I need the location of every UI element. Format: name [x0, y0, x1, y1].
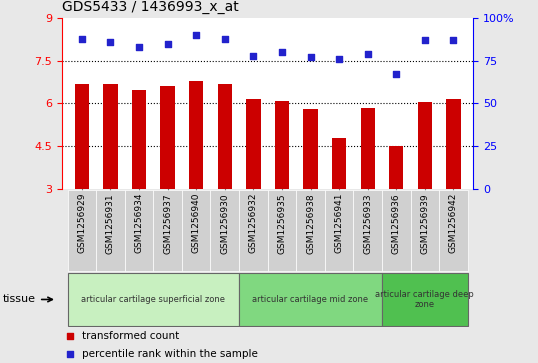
Bar — [75, 83, 89, 189]
Bar — [389, 146, 404, 189]
FancyBboxPatch shape — [382, 191, 410, 272]
Text: GSM1256933: GSM1256933 — [363, 193, 372, 254]
Point — [363, 51, 372, 57]
Bar — [275, 101, 289, 189]
FancyBboxPatch shape — [68, 273, 239, 326]
Text: transformed count: transformed count — [82, 331, 180, 341]
FancyBboxPatch shape — [96, 191, 125, 272]
Point — [278, 49, 286, 55]
FancyBboxPatch shape — [325, 191, 353, 272]
Text: GSM1256937: GSM1256937 — [163, 193, 172, 254]
Text: GSM1256929: GSM1256929 — [77, 193, 87, 253]
Bar — [189, 81, 203, 189]
Text: GDS5433 / 1436993_x_at: GDS5433 / 1436993_x_at — [62, 0, 239, 15]
Bar — [103, 83, 118, 189]
Bar — [160, 86, 175, 189]
Bar — [332, 138, 346, 189]
Point — [392, 72, 401, 77]
Point — [338, 260, 347, 265]
FancyBboxPatch shape — [410, 191, 439, 272]
FancyBboxPatch shape — [268, 191, 296, 272]
Text: GSM1256934: GSM1256934 — [134, 193, 144, 253]
Point — [335, 56, 343, 62]
Text: GSM1256939: GSM1256939 — [420, 193, 429, 254]
Bar — [417, 102, 432, 189]
Text: articular cartilage mid zone: articular cartilage mid zone — [252, 295, 369, 304]
Text: GSM1256935: GSM1256935 — [278, 193, 286, 254]
FancyBboxPatch shape — [182, 191, 210, 272]
Text: GSM1256941: GSM1256941 — [335, 193, 344, 253]
Bar — [218, 83, 232, 189]
Text: articular cartilage superficial zone: articular cartilage superficial zone — [81, 295, 225, 304]
Bar — [360, 108, 375, 189]
Point — [164, 41, 172, 47]
Bar — [246, 99, 260, 189]
Point — [221, 36, 229, 41]
Point — [306, 54, 315, 60]
Text: GSM1256930: GSM1256930 — [220, 193, 229, 254]
FancyBboxPatch shape — [68, 191, 96, 272]
FancyBboxPatch shape — [382, 273, 468, 326]
FancyBboxPatch shape — [210, 191, 239, 272]
Bar — [447, 99, 461, 189]
Text: articular cartilage deep
zone: articular cartilage deep zone — [376, 290, 474, 309]
Bar — [132, 90, 146, 189]
Text: GSM1256942: GSM1256942 — [449, 193, 458, 253]
Point — [449, 37, 458, 43]
Text: tissue: tissue — [3, 294, 52, 305]
Text: GSM1256931: GSM1256931 — [106, 193, 115, 254]
Point — [338, 94, 347, 100]
Point — [249, 53, 258, 58]
Point — [134, 44, 143, 50]
Text: GSM1256940: GSM1256940 — [192, 193, 201, 253]
FancyBboxPatch shape — [239, 191, 268, 272]
FancyBboxPatch shape — [439, 191, 468, 272]
Point — [77, 36, 86, 41]
Point — [106, 39, 115, 45]
Text: GSM1256938: GSM1256938 — [306, 193, 315, 254]
Text: GSM1256936: GSM1256936 — [392, 193, 401, 254]
FancyBboxPatch shape — [125, 191, 153, 272]
Bar — [303, 109, 317, 189]
FancyBboxPatch shape — [296, 191, 325, 272]
Text: GSM1256932: GSM1256932 — [249, 193, 258, 253]
FancyBboxPatch shape — [353, 191, 382, 272]
Text: percentile rank within the sample: percentile rank within the sample — [82, 349, 258, 359]
Point — [421, 37, 429, 43]
FancyBboxPatch shape — [153, 191, 182, 272]
Point — [192, 32, 201, 38]
FancyBboxPatch shape — [239, 273, 382, 326]
